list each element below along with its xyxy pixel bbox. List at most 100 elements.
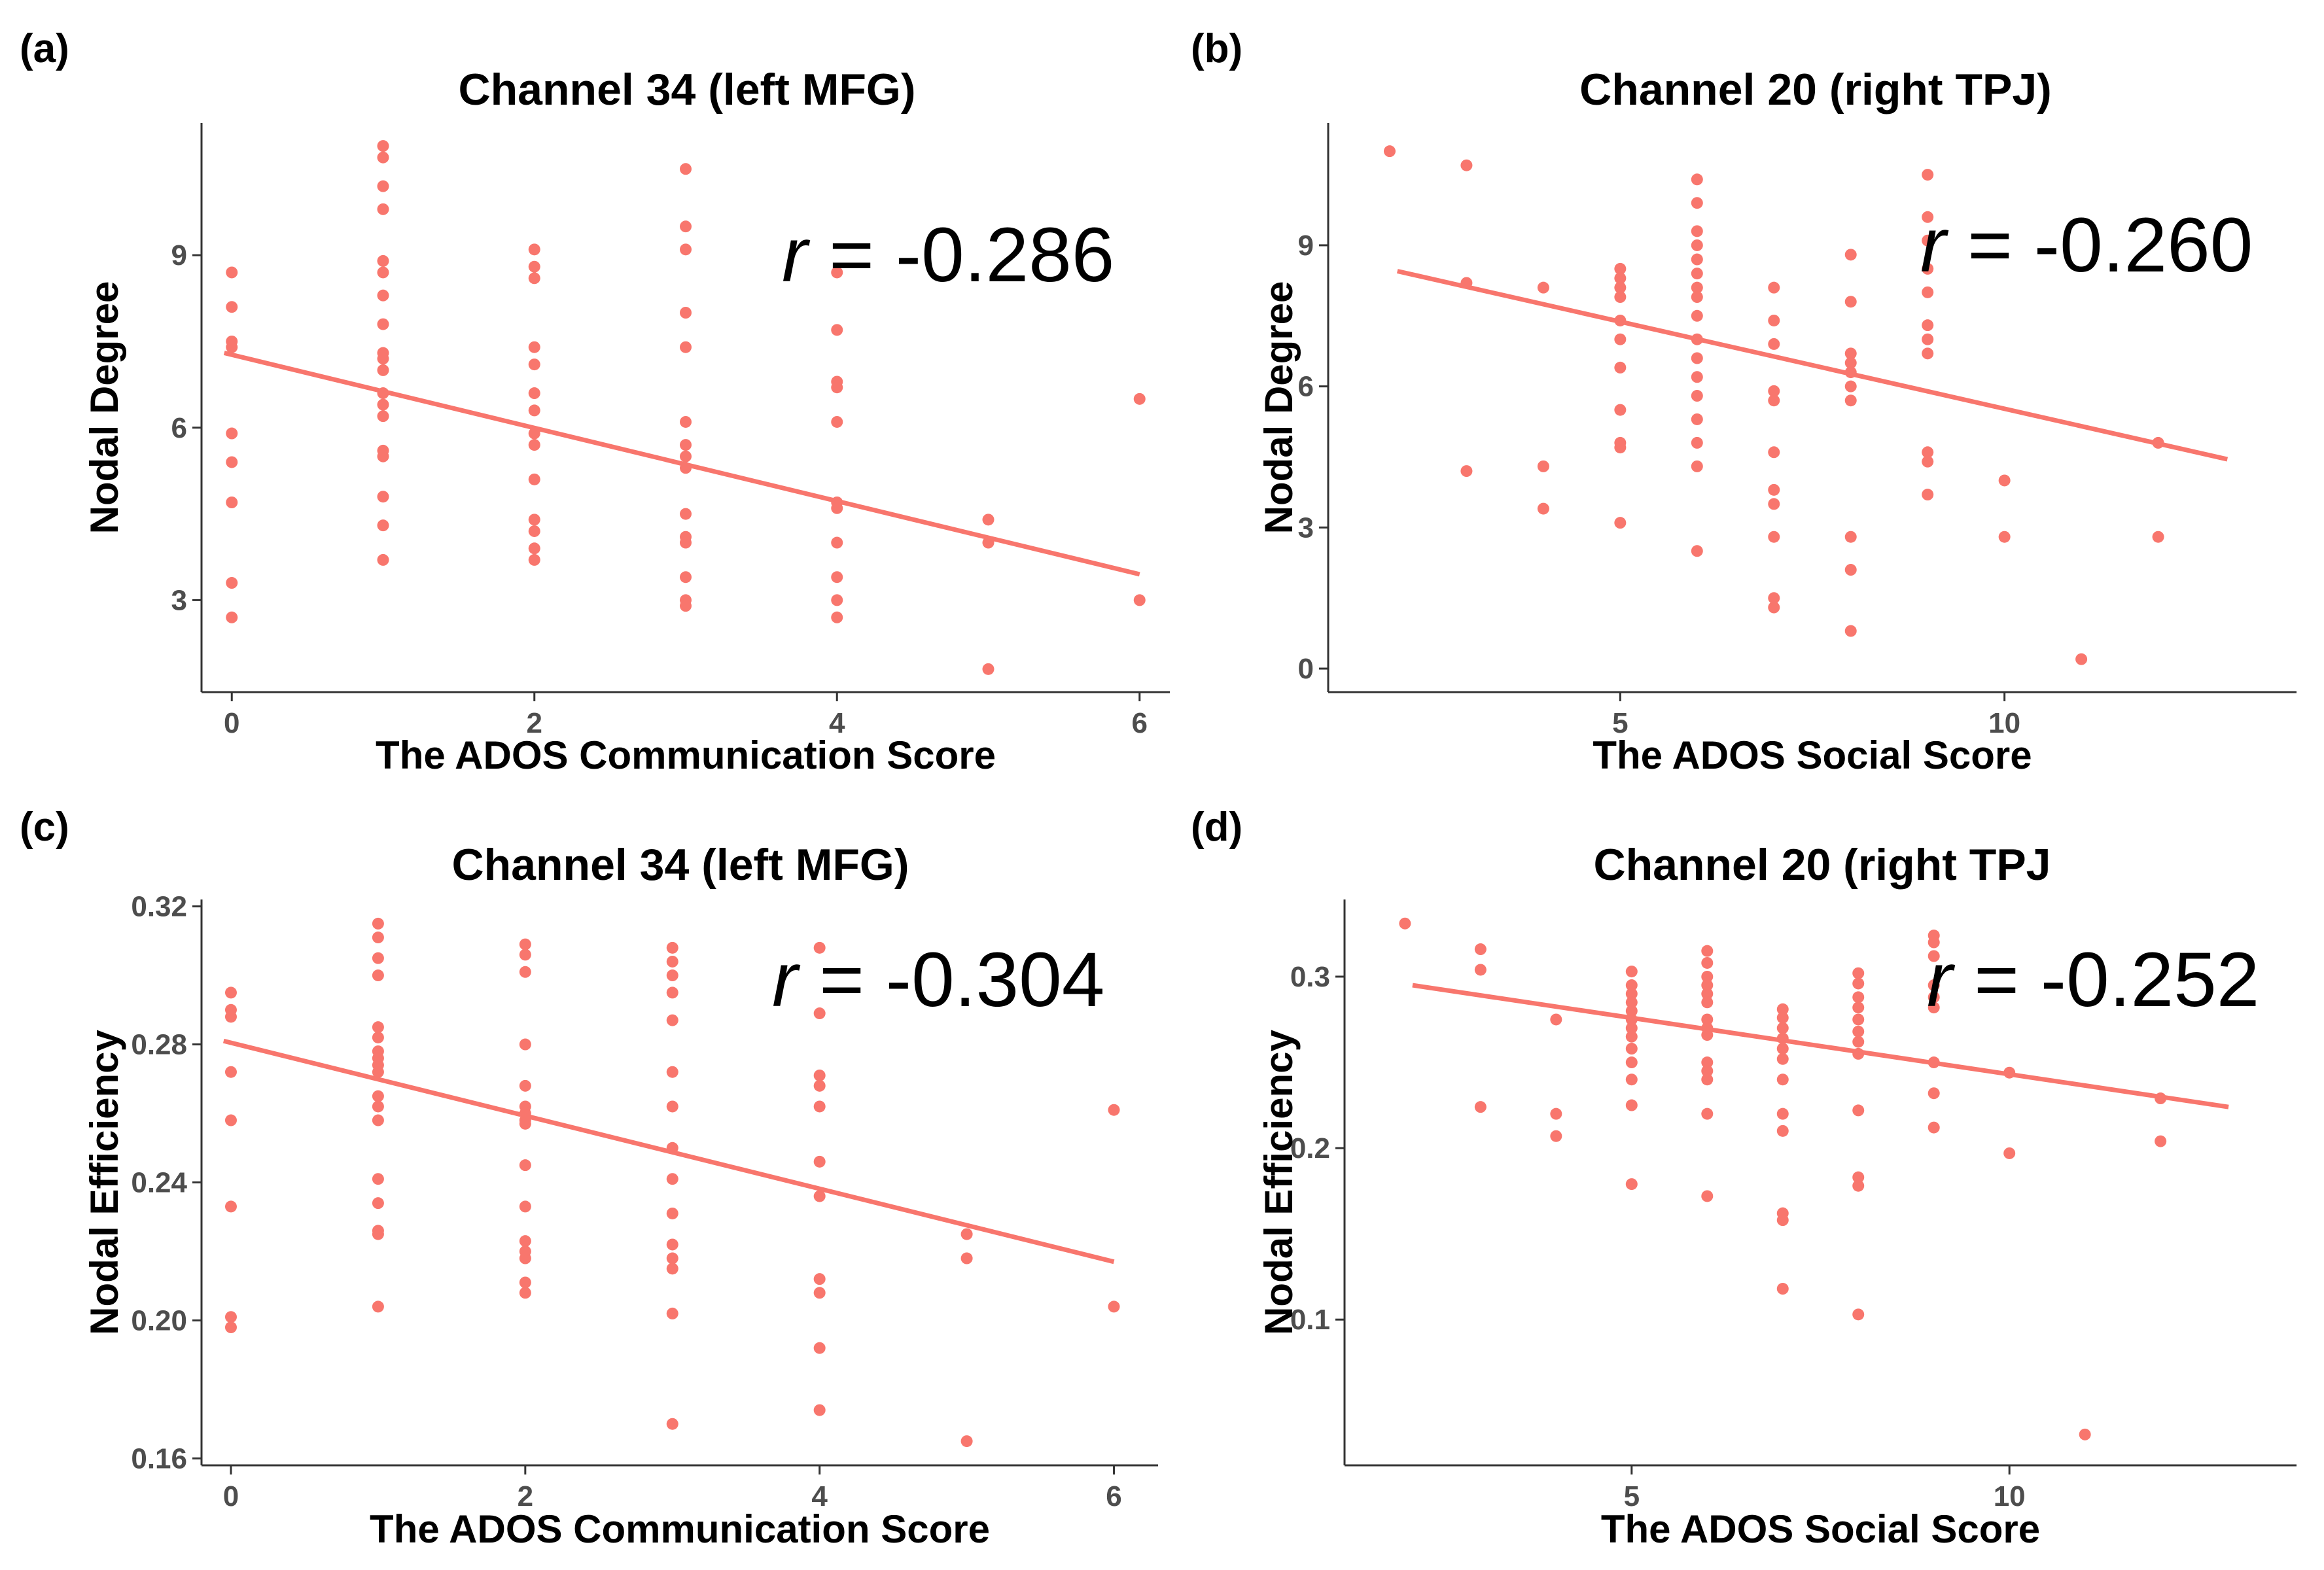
data-point <box>226 611 238 623</box>
data-point <box>226 497 238 508</box>
y-tick-label: 0.1 <box>1290 1304 1330 1336</box>
data-point <box>1537 502 1549 515</box>
data-point <box>372 1114 384 1126</box>
regression-line <box>222 1038 1115 1265</box>
data-point <box>1776 1073 1789 1086</box>
data-point <box>1691 371 1703 383</box>
data-point <box>2003 1147 2016 1159</box>
data-point <box>1691 309 1703 322</box>
data-point <box>372 1021 384 1034</box>
data-point <box>813 1273 826 1285</box>
data-point <box>813 1100 826 1113</box>
data-point <box>1922 455 1934 468</box>
data-point <box>528 358 540 371</box>
data-point <box>960 1435 973 1448</box>
data-point <box>1701 1013 1714 1026</box>
data-point <box>2152 531 2164 543</box>
data-point <box>1776 1003 1789 1015</box>
correlation-annotation: r = -0.252 <box>1927 937 2259 1023</box>
data-point <box>666 955 678 968</box>
data-point <box>1691 291 1703 304</box>
data-point <box>1928 1121 1940 1134</box>
data-point <box>1701 988 1714 1000</box>
data-point <box>2075 653 2088 665</box>
data-point <box>1776 1053 1789 1065</box>
data-point <box>680 341 692 353</box>
data-point <box>226 341 238 353</box>
data-point <box>372 932 384 944</box>
data-point <box>1399 917 1411 930</box>
x-tick-label: 2 <box>527 707 542 739</box>
data-point <box>813 1069 826 1081</box>
data-point <box>1776 1043 1789 1055</box>
data-point <box>377 519 389 532</box>
data-point <box>226 301 238 313</box>
data-point <box>1474 943 1487 956</box>
data-point <box>377 553 389 566</box>
data-point <box>666 941 678 954</box>
data-point <box>226 266 238 279</box>
data-point <box>680 536 692 549</box>
data-point <box>1768 446 1780 459</box>
data-point <box>1844 380 1857 392</box>
data-point <box>528 439 540 451</box>
data-point <box>1614 333 1627 345</box>
data-point <box>1701 1029 1714 1041</box>
panel-label: (d) <box>1191 805 1242 850</box>
data-point <box>1768 498 1780 510</box>
data-point <box>1625 1099 1638 1111</box>
correlation-annotation: r = -0.286 <box>782 212 1114 298</box>
data-point <box>372 1031 384 1043</box>
data-point <box>1133 392 1146 405</box>
regression-line <box>1396 269 2228 462</box>
data-point <box>666 1100 678 1113</box>
x-axis-label: The ADOS Social Score <box>1601 1507 2040 1551</box>
data-point <box>1852 977 1865 990</box>
data-point <box>226 456 238 468</box>
data-point <box>1625 1178 1638 1191</box>
data-point <box>1922 262 1934 275</box>
data-point <box>519 1079 531 1092</box>
y-axis-label: Nodal Efficiency <box>1257 1029 1301 1334</box>
x-tick-label: 2 <box>518 1480 533 1512</box>
data-point <box>224 1200 237 1213</box>
data-point <box>1998 531 2011 543</box>
data-point <box>372 917 384 930</box>
panel-d: (d) Channel 20 (right TPJ 5 10 0.1 0.2 0.3 The … <box>1191 805 2297 1551</box>
data-point <box>1922 446 1934 459</box>
data-point <box>1776 1011 1789 1024</box>
y-tick-label: 9 <box>171 239 187 271</box>
data-point <box>680 450 692 462</box>
data-point <box>377 450 389 462</box>
data-point <box>1922 211 1934 223</box>
data-point <box>224 1011 237 1023</box>
data-point <box>372 969 384 982</box>
data-point <box>1844 531 1857 543</box>
data-point <box>528 525 540 537</box>
data-point <box>813 1404 826 1416</box>
data-point <box>1133 594 1146 606</box>
correlation-value: = -0.260 <box>1946 202 2253 288</box>
y-tick-label: 0.24 <box>131 1167 187 1199</box>
x-tick-label: 0 <box>223 1480 239 1512</box>
data-point <box>1550 1130 1562 1142</box>
data-point <box>1844 249 1857 261</box>
data-point <box>1537 460 1549 472</box>
data-point <box>831 324 843 336</box>
data-point <box>1625 1056 1638 1069</box>
data-point <box>1928 979 1940 992</box>
data-point <box>666 1263 678 1275</box>
data-point <box>1852 1171 1865 1183</box>
y-tick-label: 6 <box>1298 371 1314 403</box>
data-point <box>666 1307 678 1319</box>
data-point <box>1844 347 1857 360</box>
data-point <box>813 1190 826 1202</box>
data-point <box>1701 956 1714 969</box>
x-tick-label: 10 <box>1988 707 2020 739</box>
data-point <box>1852 1036 1865 1048</box>
panel-label: (b) <box>1191 26 1242 71</box>
y-tick-label: 0 <box>1298 653 1314 685</box>
data-point <box>519 949 531 961</box>
data-point <box>666 1418 678 1430</box>
x-tick-label: 10 <box>1994 1480 2026 1512</box>
